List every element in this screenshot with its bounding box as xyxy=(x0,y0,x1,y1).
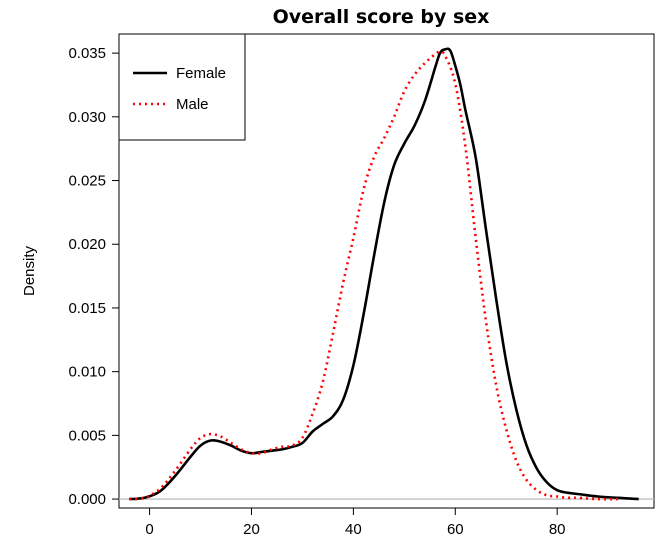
chart-title: Overall score by sex xyxy=(273,6,490,28)
x-axis: 0 20 40 60 80 xyxy=(145,508,566,538)
y-tick-label: 0.020 xyxy=(68,236,106,253)
plot-frame xyxy=(118,33,655,509)
y-axis: 0.000 0.005 0.010 0.015 0.020 0.025 0.030 0.035 xyxy=(68,45,119,508)
y-tick-label: 0.000 xyxy=(68,491,106,508)
legend-box xyxy=(118,33,246,141)
series-layer xyxy=(129,47,639,501)
y-tick-label: 0.015 xyxy=(68,300,106,317)
y-axis-label: Density xyxy=(21,245,38,296)
legend: Female Male xyxy=(118,33,246,141)
x-tick-label: 0 xyxy=(145,521,153,538)
x-tick-label: 40 xyxy=(345,521,362,538)
y-tick-label: 0.035 xyxy=(68,45,106,62)
y-tick-label: 0.030 xyxy=(68,109,106,126)
series-line-female xyxy=(129,47,639,501)
legend-label-female: Female xyxy=(176,65,226,82)
y-tick-label: 0.025 xyxy=(68,173,106,190)
x-tick-label: 60 xyxy=(447,521,464,538)
y-tick-label: 0.010 xyxy=(68,364,106,381)
y-tick-label: 0.005 xyxy=(68,427,106,444)
x-tick-label: 80 xyxy=(549,521,566,538)
legend-label-male: Male xyxy=(176,96,209,113)
series-line-male xyxy=(129,50,619,501)
x-tick-label: 20 xyxy=(243,521,260,538)
